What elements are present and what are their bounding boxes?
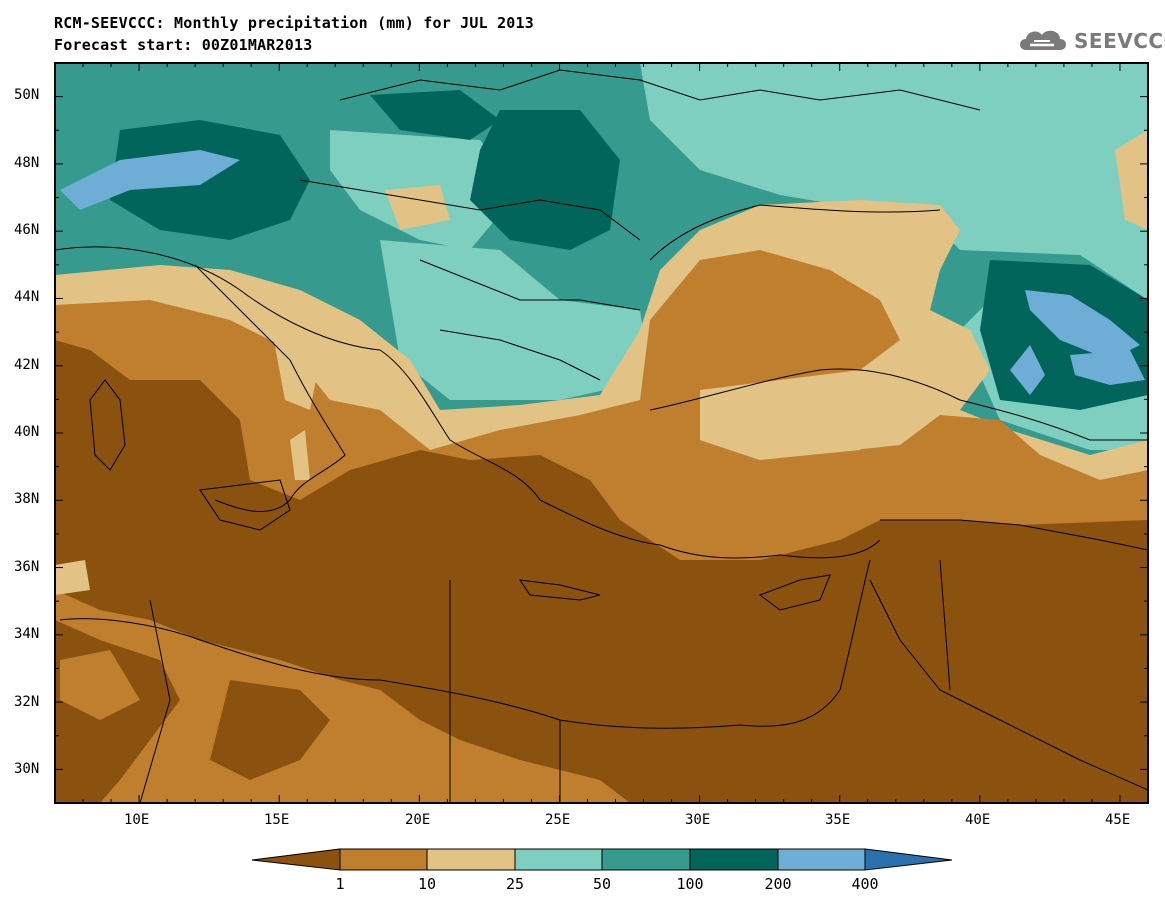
lat-label: 32N <box>14 694 40 710</box>
lon-label: 30E <box>685 812 711 828</box>
lon-label: 40E <box>965 812 991 828</box>
lat-label: 38N <box>14 491 40 507</box>
colorbar-segment-100-200 <box>689 848 779 871</box>
lon-label: 45E <box>1105 812 1131 828</box>
precipitation-field <box>55 63 1148 803</box>
logo-text: SEEVCCC <box>1074 29 1165 53</box>
colorbar-segment-lt-1 <box>251 848 341 871</box>
seevccc-logo: SEEVCCC <box>1016 22 1165 56</box>
colorbar-label: 25 <box>505 875 525 893</box>
colorbar <box>251 848 953 871</box>
lat-label: 46N <box>14 222 40 238</box>
lat-label: 48N <box>14 155 40 171</box>
lon-label: 15E <box>264 812 290 828</box>
lat-label: 34N <box>14 626 40 642</box>
colorbar-label: 10 <box>417 875 437 893</box>
lat-label: 50N <box>14 87 40 103</box>
axis-ticks <box>55 63 1149 803</box>
lat-label: 44N <box>14 289 40 305</box>
colorbar-label: 400 <box>851 875 879 893</box>
colorbar-label: 1 <box>335 875 345 893</box>
coastlines-and-borders <box>55 69 1148 803</box>
colorbar-segment-200-400 <box>777 848 866 871</box>
colorbar-label: 50 <box>592 875 612 893</box>
colorbar-segment-50-100 <box>601 848 691 871</box>
lon-label: 25E <box>545 812 571 828</box>
colorbar-label: 100 <box>676 875 704 893</box>
lon-label: 10E <box>124 812 150 828</box>
lat-label: 42N <box>14 357 40 373</box>
colorbar-segment-1-10 <box>339 848 428 871</box>
colorbar-segment-gt-400 <box>864 848 953 871</box>
lat-label: 40N <box>14 424 40 440</box>
colorbar-segment-10-25 <box>426 848 516 871</box>
forecast-start-subtitle: Forecast start: 00Z01MAR2013 <box>54 36 313 54</box>
colorbar-segment-25-50 <box>514 848 603 871</box>
lat-label: 36N <box>14 559 40 575</box>
cloud-logo-icon <box>1020 30 1066 50</box>
lon-label: 35E <box>825 812 851 828</box>
lon-label: 20E <box>405 812 431 828</box>
map-title: RCM-SEEVCCC: Monthly precipitation (mm) … <box>54 14 534 32</box>
colorbar-label: 200 <box>764 875 792 893</box>
lat-label: 30N <box>14 761 40 777</box>
